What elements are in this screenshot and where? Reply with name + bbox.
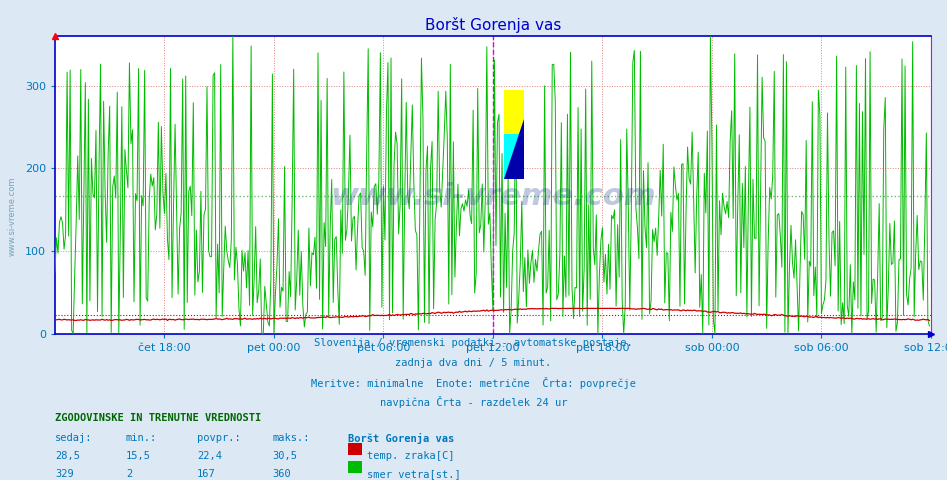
Text: 15,5: 15,5 <box>126 451 151 461</box>
Text: maks.:: maks.: <box>273 433 311 443</box>
Text: www.si-vreme.com: www.si-vreme.com <box>8 176 17 256</box>
Text: 167: 167 <box>197 469 216 480</box>
Bar <box>505 90 524 179</box>
Text: smer vetra[st.]: smer vetra[st.] <box>367 469 461 480</box>
Text: Meritve: minimalne  Enote: metrične  Črta: povprečje: Meritve: minimalne Enote: metrične Črta:… <box>311 377 636 389</box>
Title: Boršt Gorenja vas: Boršt Gorenja vas <box>424 17 562 34</box>
Bar <box>505 134 524 179</box>
Text: 329: 329 <box>55 469 74 480</box>
Text: 360: 360 <box>273 469 292 480</box>
Text: zadnja dva dni / 5 minut.: zadnja dva dni / 5 minut. <box>396 358 551 368</box>
Text: min.:: min.: <box>126 433 157 443</box>
Text: ZGODOVINSKE IN TRENUTNE VREDNOSTI: ZGODOVINSKE IN TRENUTNE VREDNOSTI <box>55 413 261 423</box>
Polygon shape <box>505 120 524 179</box>
Text: 30,5: 30,5 <box>273 451 297 461</box>
Text: 28,5: 28,5 <box>55 451 80 461</box>
Text: www.si-vreme.com: www.si-vreme.com <box>331 182 655 211</box>
Text: 2: 2 <box>126 469 133 480</box>
Text: navpična Črta - razdelek 24 ur: navpična Črta - razdelek 24 ur <box>380 396 567 408</box>
Text: povpr.:: povpr.: <box>197 433 241 443</box>
Text: 22,4: 22,4 <box>197 451 222 461</box>
Text: temp. zraka[C]: temp. zraka[C] <box>367 451 455 461</box>
Text: Slovenija / vremenski podatki - avtomatske postaje.: Slovenija / vremenski podatki - avtomats… <box>314 338 633 348</box>
Text: sedaj:: sedaj: <box>55 433 93 443</box>
Text: Boršt Gorenja vas: Boršt Gorenja vas <box>348 433 455 444</box>
